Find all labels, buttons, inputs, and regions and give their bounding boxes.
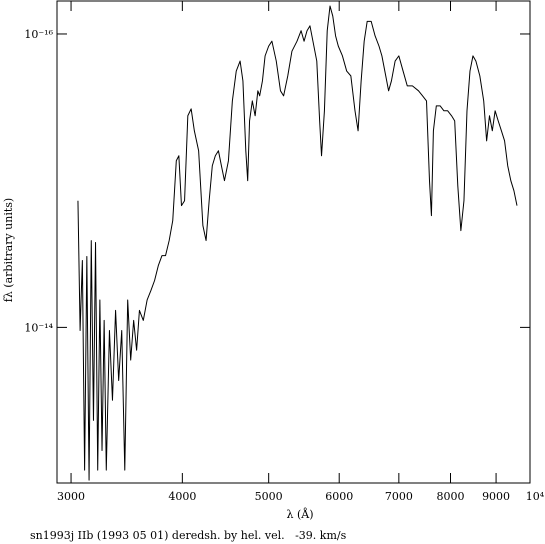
x-tick-label: 10⁴ — [526, 490, 545, 503]
plot-frame — [56, 0, 531, 484]
x-tick-label: 4000 — [168, 490, 196, 503]
x-tick-label: 6000 — [325, 490, 353, 503]
y-tick-label: 10⁻¹⁴ — [24, 321, 53, 334]
x-tick-label: 5000 — [255, 490, 283, 503]
x-tick-label: 9000 — [482, 490, 510, 503]
x-tick-label: 3000 — [57, 490, 85, 503]
y-axis-label: fλ (arbitrary units) — [2, 198, 15, 302]
x-tick-label: 7000 — [385, 490, 413, 503]
caption: sn1993j IIb (1993 05 01) deredsh. by hel… — [30, 529, 347, 542]
y-tick-label: 10⁻¹⁶ — [24, 28, 53, 41]
x-tick-label: 8000 — [437, 490, 465, 503]
x-axis-label: λ (Å) — [287, 507, 314, 521]
spectrum-line — [77, 5, 518, 481]
